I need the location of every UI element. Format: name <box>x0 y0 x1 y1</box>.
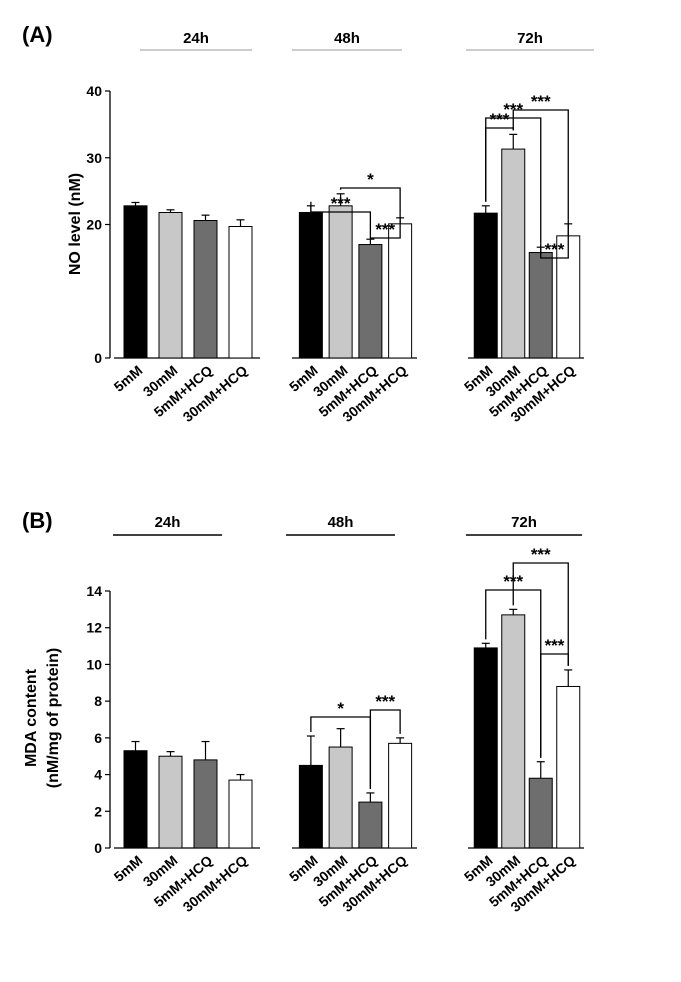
bar-24h-30mM+HCQ <box>228 779 253 849</box>
panel-label: (A) <box>22 22 53 47</box>
bar-24h-30mM+HCQ <box>228 226 253 359</box>
bar-24h-5mM <box>123 750 148 849</box>
group-header-72h: 72h <box>511 514 537 531</box>
significance-bracket <box>512 562 569 666</box>
significance-label: *** <box>531 545 551 564</box>
significance-bracket <box>540 219 569 259</box>
significance-bracket <box>310 201 372 236</box>
group-header-48h: 48h <box>334 30 360 47</box>
bar-72h-30mM <box>501 614 526 849</box>
bar-72h-5mM+HCQ <box>528 252 553 359</box>
significance-bracket <box>540 653 569 758</box>
bar-24h-30mM <box>158 211 183 359</box>
significance-bracket <box>369 213 401 239</box>
bar-48h-30mM+HCQ <box>388 223 413 359</box>
bar-72h-5mM <box>473 647 498 849</box>
bar-48h-30mM <box>328 205 353 359</box>
y-tick-label: 40 <box>86 83 102 99</box>
bar-72h-5mM <box>473 212 498 359</box>
bar-24h-30mM <box>158 755 183 849</box>
x-tick-label: 5mM <box>111 362 146 395</box>
group-header-24h: 24h <box>183 30 209 47</box>
y-tick-label: 20 <box>86 217 102 233</box>
group-header-48h: 48h <box>328 514 354 531</box>
bar-48h-5mM <box>298 211 323 359</box>
bar-48h-5mM+HCQ <box>358 801 383 849</box>
bar-72h-30mM+HCQ <box>556 685 581 849</box>
y-tick-label: 6 <box>94 730 102 746</box>
significance-bracket <box>512 109 569 220</box>
bar-48h-30mM <box>328 746 353 849</box>
significance-label: *** <box>531 92 551 111</box>
significance-bracket <box>339 187 401 214</box>
y-tick-label: 4 <box>94 767 102 783</box>
significance-label: * <box>337 699 344 718</box>
y-tick-label: 0 <box>94 840 102 856</box>
y-tick-label: 0 <box>94 350 102 366</box>
significance-label: *** <box>545 240 565 259</box>
significance-label: *** <box>375 692 395 711</box>
y-axis-label: MDA content <box>23 668 40 767</box>
y-tick-label: 30 <box>86 150 102 166</box>
group-header-72h: 72h <box>517 30 543 47</box>
x-tick-label: 5mM <box>111 852 146 885</box>
significance-label: * <box>367 170 374 189</box>
y-tick-label: 10 <box>86 656 102 672</box>
y-axis-label: NO level (nM) <box>67 173 84 275</box>
bar-72h-5mM+HCQ <box>528 777 553 849</box>
y-tick-label: 12 <box>86 620 102 636</box>
panel-label: (B) <box>22 508 53 533</box>
significance-label: *** <box>375 220 395 239</box>
significance-label: *** <box>545 636 565 655</box>
y-tick-label: 8 <box>94 693 102 709</box>
significance-bracket <box>369 709 401 789</box>
y-axis-label-units: (nM/mg of protein) <box>45 648 62 788</box>
bar-24h-5mM+HCQ <box>193 759 218 849</box>
bar-48h-5mM+HCQ <box>358 244 383 359</box>
bar-24h-5mM+HCQ <box>193 219 218 359</box>
bar-24h-5mM <box>123 205 148 359</box>
chart-panel-b: (B) 0 2 4 6 8 10 12 14 MDA content (nM/mg of prote… <box>22 508 584 915</box>
y-tick-label: 14 <box>86 583 102 599</box>
group-header-24h: 24h <box>155 514 181 531</box>
significance-label: *** <box>490 110 510 129</box>
significance-label: *** <box>331 194 351 213</box>
bar-48h-5mM <box>298 764 323 849</box>
bar-48h-30mM+HCQ <box>388 742 413 849</box>
bar-72h-30mM <box>501 148 526 359</box>
y-tick-label: 2 <box>94 803 102 819</box>
